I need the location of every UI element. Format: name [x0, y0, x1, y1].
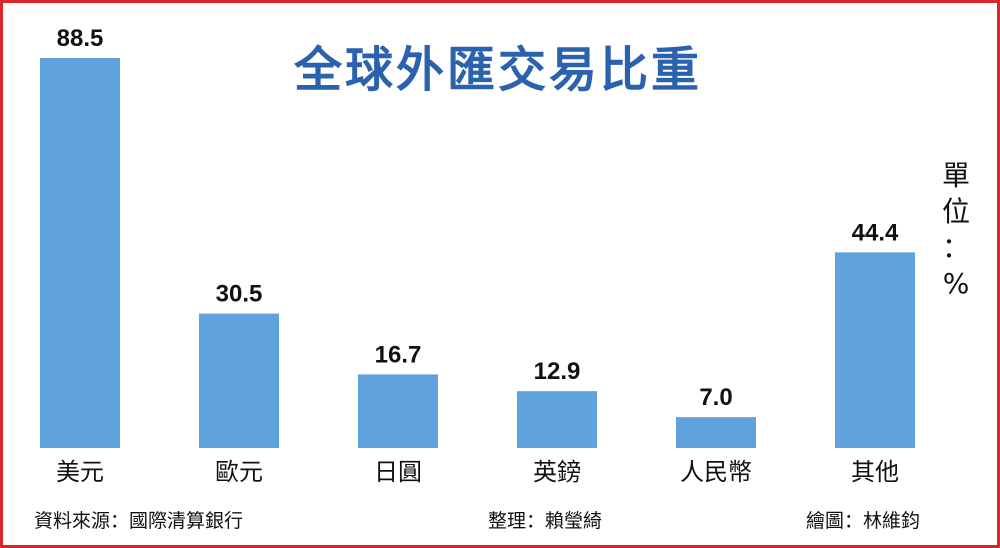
- value-label-1: 30.5: [216, 281, 263, 308]
- value-label-0: 88.5: [57, 25, 104, 52]
- unit-label-char-1: 單: [941, 159, 970, 192]
- category-label-2: 日圓: [374, 458, 422, 486]
- value-label-5: 44.4: [852, 219, 899, 246]
- value-label-3: 12.9: [534, 358, 581, 385]
- unit-label-char-4: %: [942, 267, 970, 300]
- category-label-0: 美元: [56, 458, 104, 486]
- category-label-1: 歐元: [215, 458, 263, 486]
- bar-5: [835, 252, 915, 448]
- illustrator-note: 繪圖：林維鈞: [806, 510, 921, 532]
- source-note: 資料來源：國際清算銀行: [34, 510, 244, 532]
- category-label-5: 其他: [851, 458, 899, 486]
- category-label-4: 人民幣: [680, 458, 752, 486]
- unit-label-char-2: 位: [941, 195, 970, 228]
- unit-label-char-3: ：: [941, 231, 970, 264]
- bar-3: [517, 391, 597, 448]
- value-label-2: 16.7: [375, 341, 422, 368]
- unit-label: 單 位 ： %: [936, 158, 976, 302]
- category-label-3: 英鎊: [533, 458, 581, 486]
- compiled-by-note: 整理：賴瑩綺: [488, 510, 603, 532]
- bar-4: [676, 417, 756, 448]
- bar-2: [358, 374, 438, 448]
- bar-1: [199, 313, 279, 448]
- bar-0: [40, 58, 120, 448]
- value-label-4: 7.0: [699, 384, 732, 411]
- chart-title: 全球外匯交易比重: [293, 42, 702, 98]
